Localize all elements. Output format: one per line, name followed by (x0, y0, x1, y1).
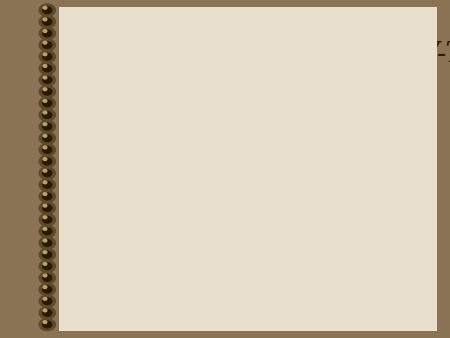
Text: Axis IV – Psychosocial & Environmental
        Problems: Axis IV – Psychosocial & Environmental P… (79, 241, 392, 276)
Circle shape (43, 182, 52, 188)
Circle shape (43, 251, 52, 258)
Circle shape (43, 135, 47, 137)
Circle shape (39, 202, 55, 214)
Circle shape (39, 16, 55, 28)
Circle shape (43, 146, 47, 149)
Circle shape (43, 111, 47, 114)
Circle shape (43, 7, 52, 14)
Circle shape (43, 76, 47, 79)
Circle shape (43, 169, 47, 172)
Circle shape (39, 62, 55, 74)
Circle shape (43, 227, 47, 230)
Text: Axis V – Global Assessment of Functioning: Axis V – Global Assessment of Functionin… (79, 293, 418, 308)
Circle shape (43, 310, 52, 316)
Circle shape (43, 88, 52, 95)
Text: Structure of the: Structure of the (110, 41, 345, 68)
Circle shape (39, 4, 55, 16)
Circle shape (43, 18, 47, 21)
Circle shape (39, 260, 55, 272)
Circle shape (43, 30, 52, 37)
Circle shape (43, 263, 52, 270)
Circle shape (39, 155, 55, 168)
Circle shape (43, 65, 52, 72)
Circle shape (43, 263, 47, 265)
Circle shape (39, 39, 55, 51)
Circle shape (39, 27, 55, 40)
Circle shape (43, 228, 52, 235)
Circle shape (43, 158, 47, 161)
Circle shape (39, 144, 55, 156)
Circle shape (43, 240, 52, 246)
Circle shape (39, 86, 55, 98)
Circle shape (39, 248, 55, 261)
Text: Axis II – Personality Disorders & Mental
        Retardation: Axis II – Personality Disorders & Mental… (79, 164, 392, 198)
Circle shape (39, 237, 55, 249)
Circle shape (43, 181, 47, 184)
Circle shape (43, 321, 52, 328)
Circle shape (43, 42, 52, 48)
Circle shape (43, 18, 52, 25)
Circle shape (43, 158, 52, 165)
Circle shape (43, 100, 52, 107)
Circle shape (43, 286, 52, 293)
Circle shape (43, 286, 47, 289)
Circle shape (43, 193, 47, 195)
Circle shape (43, 6, 47, 9)
Circle shape (43, 65, 47, 67)
Circle shape (43, 170, 52, 176)
Text: Axis I  -- Clinical Disorders (other conditions): Axis I -- Clinical Disorders (other cond… (79, 136, 436, 151)
Circle shape (43, 251, 47, 254)
Circle shape (43, 112, 52, 118)
Circle shape (43, 41, 47, 44)
Circle shape (39, 109, 55, 121)
Circle shape (39, 284, 55, 296)
Circle shape (43, 297, 47, 300)
Circle shape (43, 298, 52, 305)
Circle shape (43, 100, 47, 102)
Circle shape (43, 146, 52, 153)
Circle shape (39, 318, 55, 331)
Circle shape (39, 167, 55, 179)
Circle shape (43, 239, 47, 242)
Circle shape (39, 295, 55, 307)
Circle shape (43, 53, 47, 56)
Circle shape (39, 179, 55, 191)
Circle shape (43, 123, 47, 125)
Circle shape (43, 274, 47, 277)
Circle shape (39, 132, 55, 144)
Circle shape (39, 225, 55, 237)
Circle shape (39, 51, 55, 63)
Circle shape (43, 205, 52, 212)
Circle shape (43, 216, 47, 219)
Circle shape (43, 135, 52, 142)
Circle shape (39, 307, 55, 319)
Circle shape (43, 321, 47, 323)
Circle shape (43, 123, 52, 130)
Circle shape (43, 88, 47, 91)
Circle shape (43, 53, 52, 60)
Text: 5 AXES: 5 AXES (199, 81, 305, 108)
Text: DSM IV-TR: DSM IV-TR (331, 41, 450, 68)
Circle shape (39, 190, 55, 202)
Circle shape (43, 77, 52, 83)
Circle shape (39, 272, 55, 284)
Circle shape (39, 214, 55, 226)
Circle shape (43, 309, 47, 312)
Circle shape (39, 97, 55, 110)
Circle shape (43, 193, 52, 200)
Text: Axis III – General Medical Conditions: Axis III – General Medical Conditions (79, 214, 370, 229)
Circle shape (43, 30, 47, 32)
Circle shape (43, 216, 52, 223)
Circle shape (39, 120, 55, 132)
Circle shape (39, 74, 55, 86)
Circle shape (43, 204, 47, 207)
Circle shape (43, 274, 52, 281)
